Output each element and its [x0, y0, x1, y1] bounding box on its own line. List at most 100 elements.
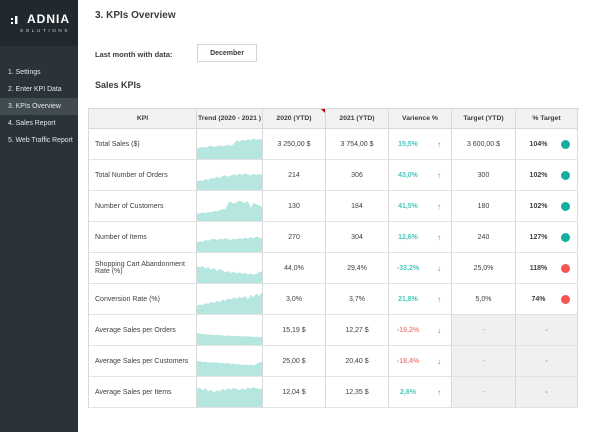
pct-target-value: 118%	[516, 265, 561, 272]
table-row: Average Sales per Orders 15,19 $ 12,27 $…	[89, 315, 579, 346]
kpi-variance-cell: 15,5% ↑	[389, 129, 452, 160]
trend-sparkline	[197, 319, 262, 345]
adnia-logo-icon	[11, 13, 24, 25]
kpi-2021-cell: 29,4%	[326, 253, 389, 284]
pct-target-value: 102%	[516, 203, 561, 210]
kpi-pct-target-cell: 104%	[516, 129, 578, 160]
kpi-2021-cell: 184	[326, 191, 389, 222]
trend-sparkline	[197, 350, 262, 376]
kpi-2020-cell: 44,0%	[263, 253, 326, 284]
kpi-name-cell: Average Sales per Customers	[89, 346, 197, 377]
kpi-table: KPI Trend (2020 - 2021 ) 2020 (YTD) 2021…	[88, 108, 579, 408]
last-month-selector[interactable]: December	[197, 44, 257, 62]
kpi-pct-target-cell: -	[516, 315, 578, 346]
table-header-row: KPI Trend (2020 - 2021 ) 2020 (YTD) 2021…	[89, 109, 579, 129]
kpi-2020-cell: 3,0%	[263, 284, 326, 315]
kpi-2021-cell: 3,7%	[326, 284, 389, 315]
variance-value: 21,8%	[389, 296, 427, 303]
kpi-target-cell: -	[452, 377, 516, 408]
sidebar-item[interactable]: 4. Sales Report	[0, 115, 78, 132]
kpi-name-cell: Number of Items	[89, 222, 197, 253]
status-dot	[561, 140, 570, 149]
variance-arrow-icon: ↑	[427, 171, 451, 180]
kpi-2020-cell: 270	[263, 222, 326, 253]
kpi-2020-cell: 25,00 $	[263, 346, 326, 377]
status-dot	[561, 202, 570, 211]
variance-value: 41,5%	[389, 203, 427, 210]
col-header-2020: 2020 (YTD)	[263, 109, 326, 129]
table-row: Average Sales per Items 12,04 $ 12,35 $ …	[89, 377, 579, 408]
variance-value: -19,2%	[389, 327, 427, 334]
brand-logo: ADNIA SOLUTIONS	[0, 0, 78, 46]
col-header-2020-label: 2020 (YTD)	[276, 115, 311, 122]
kpi-target-cell: 300	[452, 160, 516, 191]
kpi-2021-cell: 3 754,00 $	[326, 129, 389, 160]
pct-target-value: 104%	[516, 141, 561, 148]
status-dot	[561, 264, 570, 273]
last-month-label: Last month with data:	[95, 50, 173, 59]
table-body: Total Sales ($) 3 250,00 $ 3 754,00 $ 15…	[89, 129, 579, 408]
kpi-2020-cell: 214	[263, 160, 326, 191]
col-header-trend: Trend (2020 - 2021 )	[197, 109, 263, 129]
kpi-name-cell: Total Number of Orders	[89, 160, 197, 191]
kpi-2020-cell: 12,04 $	[263, 377, 326, 408]
kpi-target-cell: 3 600,00 $	[452, 129, 516, 160]
col-header-target: Target (YTD)	[452, 109, 516, 129]
table-row: Total Sales ($) 3 250,00 $ 3 754,00 $ 15…	[89, 129, 579, 160]
variance-arrow-icon: ↓	[427, 264, 451, 273]
kpi-2021-cell: 20,40 $	[326, 346, 389, 377]
kpi-name-cell: Total Sales ($)	[89, 129, 197, 160]
kpi-name-cell: Conversion Rate (%)	[89, 284, 197, 315]
col-header-variance: Varience %	[389, 109, 452, 129]
status-dot	[561, 171, 570, 180]
kpi-variance-cell: -33,2% ↓	[389, 253, 452, 284]
sidebar-menu: 1. Settings2. Enter KPI Data3. KPIs Over…	[0, 64, 78, 149]
sidebar-item[interactable]: 2. Enter KPI Data	[0, 81, 78, 98]
variance-arrow-icon: ↑	[427, 295, 451, 304]
sidebar-item[interactable]: 3. KPIs Overview	[0, 98, 78, 115]
kpi-target-cell: -	[452, 315, 516, 346]
trend-sparkline	[197, 381, 262, 407]
col-header-2021: 2021 (YTD)	[326, 109, 389, 129]
kpi-target-cell: 25,0%	[452, 253, 516, 284]
kpi-trend-cell	[197, 346, 263, 377]
kpi-trend-cell	[197, 377, 263, 408]
kpi-name-cell: Average Sales per Orders	[89, 315, 197, 346]
trend-sparkline	[197, 257, 262, 283]
kpi-name-cell: Average Sales per Items	[89, 377, 197, 408]
kpi-2021-cell: 306	[326, 160, 389, 191]
kpi-trend-cell	[197, 160, 263, 191]
variance-value: 43,0%	[389, 172, 427, 179]
kpi-2021-cell: 304	[326, 222, 389, 253]
pct-target-value: 127%	[516, 234, 561, 241]
pct-target-value: -	[516, 327, 577, 334]
kpi-2021-cell: 12,27 $	[326, 315, 389, 346]
kpi-trend-cell	[197, 129, 263, 160]
kpi-2020-cell: 3 250,00 $	[263, 129, 326, 160]
variance-value: 2,6%	[389, 389, 427, 396]
kpi-variance-cell: 2,6% ↑	[389, 377, 452, 408]
variance-value: -18,4%	[389, 358, 427, 365]
comment-flag-icon	[321, 109, 325, 113]
table-row: Average Sales per Customers 25,00 $ 20,4…	[89, 346, 579, 377]
col-header-pct-target: % Target	[516, 109, 578, 129]
col-header-kpi: KPI	[89, 109, 197, 129]
pct-target-value: 102%	[516, 172, 561, 179]
brand-subtitle: SOLUTIONS	[20, 28, 70, 33]
variance-arrow-icon: ↑	[427, 233, 451, 242]
kpi-trend-cell	[197, 222, 263, 253]
kpi-target-cell: -	[452, 346, 516, 377]
table-row: Number of Items 270 304 12,6% ↑ 240 127%	[89, 222, 579, 253]
sidebar-item[interactable]: 5. Web Traffic Report	[0, 132, 78, 149]
kpi-pct-target-cell: 102%	[516, 191, 578, 222]
section-title: Sales KPIs	[95, 80, 141, 90]
table-row: Shopping Cart Abandonment Rate (%) 44,0%…	[89, 253, 579, 284]
pct-target-value: -	[516, 358, 577, 365]
kpi-variance-cell: 41,5% ↑	[389, 191, 452, 222]
trend-sparkline	[197, 195, 262, 221]
pct-target-value: 74%	[516, 296, 561, 303]
trend-sparkline	[197, 288, 262, 314]
kpi-pct-target-cell: -	[516, 377, 578, 408]
sidebar-item[interactable]: 1. Settings	[0, 64, 78, 81]
kpi-2020-cell: 15,19 $	[263, 315, 326, 346]
